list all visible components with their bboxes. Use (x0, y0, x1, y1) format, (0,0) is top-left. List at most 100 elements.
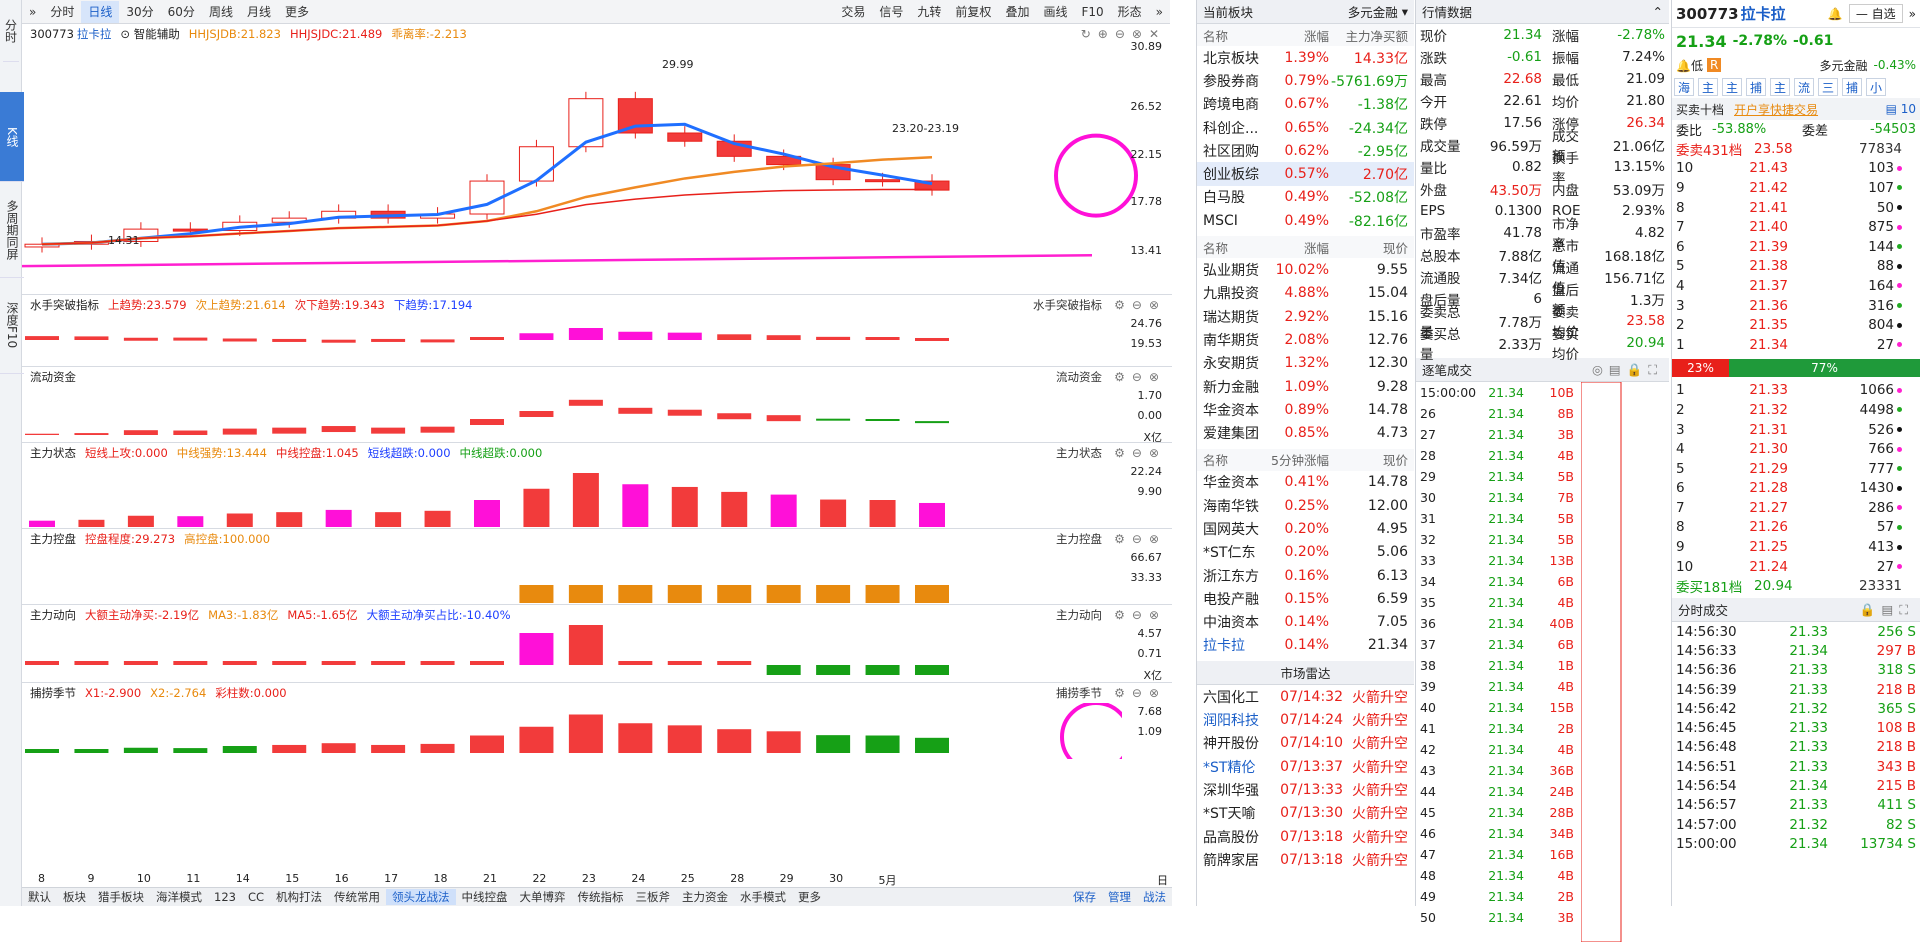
order-book-row[interactable]: 6 21.39 144 (1672, 237, 1920, 257)
sector-row[interactable]: 润阳科技 07/14:24 火箭升空 (1203, 712, 1408, 730)
quick-indicator-button[interactable]: 捕 (1746, 78, 1766, 96)
sector-row[interactable]: 拉卡拉 0.14% 21.34 (1203, 637, 1408, 655)
sector-row[interactable]: 品高股份 07/13:18 火箭升空 (1203, 828, 1408, 846)
quick-indicator-button[interactable]: 主 (1722, 78, 1742, 96)
order-book-row[interactable]: 1 21.33 1066 (1672, 381, 1920, 401)
sector-row[interactable]: 瑞达期货 2.92% 15.16 (1203, 308, 1408, 326)
indicator-tab[interactable]: 水手模式 (740, 890, 787, 904)
sector-row[interactable]: 华金资本 0.41% 14.78 (1203, 474, 1408, 492)
order-book-row[interactable]: 2 21.32 4498 (1672, 400, 1920, 420)
indicator-panel[interactable]: 主力控盘 控盘程度:29.273 高控盘:100.000 主力控盘 ⚙⊖⊗ 66.67 33… (22, 528, 1172, 604)
jiuzhuan-button[interactable]: 九转 (917, 4, 942, 19)
period-60m[interactable]: 60分 (167, 4, 195, 19)
sector-row[interactable]: 中油资本 0.14% 7.05 (1203, 614, 1408, 632)
sector-row[interactable]: 科创企... 0.65% -24.34亿 (1203, 119, 1408, 137)
sector-row[interactable]: 国网英大 0.20% 4.95 (1203, 520, 1408, 538)
quick-indicator-button[interactable]: 主 (1770, 78, 1790, 96)
collapse-icon[interactable]: » (1155, 4, 1163, 19)
indicator-panel[interactable]: 捕捞季节 X1:-2.900 X2:-2.764 彩柱数:0.000 捕捞季节 ⚙⊖⊗ 7.… (22, 682, 1172, 759)
sector-row[interactable]: 北京板块 1.39% 14.33亿 (1203, 49, 1408, 67)
sector-row[interactable]: 南华期货 2.08% 12.76 (1203, 331, 1408, 349)
adjust-menu[interactable]: 前复权 (955, 4, 992, 19)
collapse-up-icon[interactable]: ⌃ (1652, 4, 1663, 19)
panel-tools-icons[interactable]: ⚙⊖⊗ (1114, 370, 1166, 384)
indicator-tab[interactable]: 战法 (1143, 890, 1166, 904)
sector-row[interactable]: 参股券商 0.79% -5761.69万 (1203, 72, 1408, 90)
indicator-tab[interactable]: 大单博弈 (519, 890, 566, 904)
sector-row[interactable]: MSCI 0.49% -82.16亿 (1203, 212, 1408, 230)
order-book-row[interactable]: 7 21.27 286 (1672, 498, 1920, 518)
panel-tools-icons[interactable]: ⚙⊖⊗ (1114, 608, 1166, 622)
order-book-row[interactable]: 2 21.35 804 (1672, 315, 1920, 335)
indicator-tab[interactable]: 机构打法 (276, 890, 323, 904)
panel-tools-icons[interactable]: ⚙⊖⊗ (1114, 532, 1166, 546)
order-book-row[interactable]: 3 21.36 316 (1672, 296, 1920, 316)
ticks-tools-icons[interactable]: ◎▤🔒⛶ (1591, 361, 1663, 377)
quick-indicator-button[interactable]: 海 (1674, 78, 1694, 96)
indicator-tab[interactable]: 保存 (1073, 890, 1096, 904)
indicator-tab[interactable]: CC (247, 890, 265, 904)
order-book-row[interactable]: 8 21.41 50 (1672, 198, 1920, 218)
order-book-row[interactable]: 10 21.43 103 (1672, 159, 1920, 179)
indicator-tab[interactable]: 板块 (63, 890, 86, 904)
period-month[interactable]: 月线 (246, 4, 271, 19)
sector-row[interactable]: 华金资本 0.89% 14.78 (1203, 401, 1408, 419)
indicator-panel[interactable]: 水手突破指标 上趋势:23.579 次上趋势:21.614 次下趋势:19.343 下趋… (22, 294, 1172, 366)
assist-toggle[interactable]: ⊙ 智能辅助 (120, 27, 180, 41)
sector-row[interactable]: 箭牌家居 07/13:18 火箭升空 (1203, 851, 1408, 869)
period-day[interactable]: 日线 (81, 0, 120, 23)
sector-row[interactable]: 社区团购 0.62% -2.95亿 (1203, 142, 1408, 160)
indicator-tab[interactable]: 更多 (798, 890, 822, 904)
indicator-tab[interactable]: 传统常用 (334, 890, 381, 904)
period-fenshi[interactable]: 分时 (50, 4, 75, 19)
order-book-row[interactable]: 5 21.29 777 (1672, 459, 1920, 479)
tab-depth-f10[interactable]: 深度F10 (0, 278, 24, 374)
quick-indicator-button[interactable]: 小 (1866, 78, 1886, 96)
indicator-tab[interactable]: 三板斧 (635, 890, 671, 904)
order-book-row[interactable]: 10 21.24 27 (1672, 557, 1920, 577)
sector-row[interactable]: 新力金融 1.09% 9.28 (1203, 378, 1408, 396)
indicator-tab[interactable]: 海洋模式 (156, 890, 202, 904)
open-account-link[interactable]: 开户享快捷交易 (1734, 102, 1819, 117)
expand-icon[interactable]: » (29, 4, 37, 19)
sector-row[interactable]: 六国化工 07/14:32 火箭升空 (1203, 688, 1408, 706)
indicator-tab[interactable]: 默认 (28, 890, 51, 904)
indicator-tab[interactable]: 领头龙战法 (386, 889, 456, 905)
trade-menu[interactable]: 交易 (841, 4, 866, 19)
sector-name-r[interactable]: 多元金融 (1819, 58, 1868, 73)
pattern-button[interactable]: 形态 (1117, 4, 1142, 19)
panel-tools-icons[interactable]: ⚙⊖⊗ (1114, 686, 1166, 700)
indicator-tab[interactable]: 传统指标 (577, 890, 624, 904)
indicator-panel[interactable]: 主力状态 短线上攻:0.000 中线强势:13.444 中线控盘:1.045 短线超跌:… (22, 442, 1172, 528)
chart-area[interactable]: 300773 拉卡拉 ⊙ 智能辅助 HHJSJDB:21.823 HHJSJDC… (22, 24, 1172, 872)
sector-row[interactable]: 爱建集团 0.85% 4.73 (1203, 425, 1408, 443)
quick-indicator-button[interactable]: 主 (1698, 78, 1718, 96)
tab-fenshi[interactable]: 分时 (2, 0, 19, 62)
kline-chart[interactable] (22, 44, 1172, 314)
sector-row[interactable]: 电投产融 0.15% 6.59 (1203, 590, 1408, 608)
sector-row[interactable]: 九鼎投资 4.88% 15.04 (1203, 285, 1408, 303)
indicator-tab[interactable]: 中线控盘 (461, 890, 508, 904)
period-30m[interactable]: 30分 (126, 4, 154, 19)
sector-row[interactable]: 创业板综 0.57% 2.70亿 (1197, 162, 1414, 186)
sector-row[interactable]: 浙江东方 0.16% 6.13 (1203, 567, 1408, 585)
period-more[interactable]: 更多 (284, 4, 309, 19)
sector-row[interactable]: 深圳华强 07/13:33 火箭升空 (1203, 781, 1408, 799)
order-book-row[interactable]: 1 21.34 27 (1672, 335, 1920, 355)
indicator-tab[interactable]: 主力资金 (682, 890, 729, 904)
indicator-tab[interactable]: 管理 (1108, 890, 1131, 904)
sector-selector[interactable]: 多元金融 (1347, 5, 1398, 20)
order-book-row[interactable]: 8 21.26 57 (1672, 518, 1920, 538)
expand-right-icon[interactable]: » (1908, 6, 1916, 21)
tab-multi-period[interactable]: 多周期同屏 (0, 182, 24, 278)
indicator-panel[interactable]: 主力动向 大额主动净买:-2.19亿 MA3:-1.83亿 MA5:-1.65亿 大额主… (22, 604, 1172, 682)
signal-menu[interactable]: 信号 (879, 4, 904, 19)
order-book-row[interactable]: 4 21.37 164 (1672, 276, 1920, 296)
quick-indicator-button[interactable]: 三 (1818, 78, 1838, 96)
sector-row[interactable]: 神开股份 07/14:10 火箭升空 (1203, 735, 1408, 753)
sector-row[interactable]: 永安期货 1.32% 12.30 (1203, 355, 1408, 373)
sector-row[interactable]: *ST精伦 07/13:37 火箭升空 (1203, 758, 1408, 776)
sector-row[interactable]: *ST仁东 0.20% 5.06 (1203, 544, 1408, 562)
book-settings-icon[interactable]: ▤ 10 (1885, 102, 1916, 116)
order-book-row[interactable]: 6 21.28 1430 (1672, 479, 1920, 499)
